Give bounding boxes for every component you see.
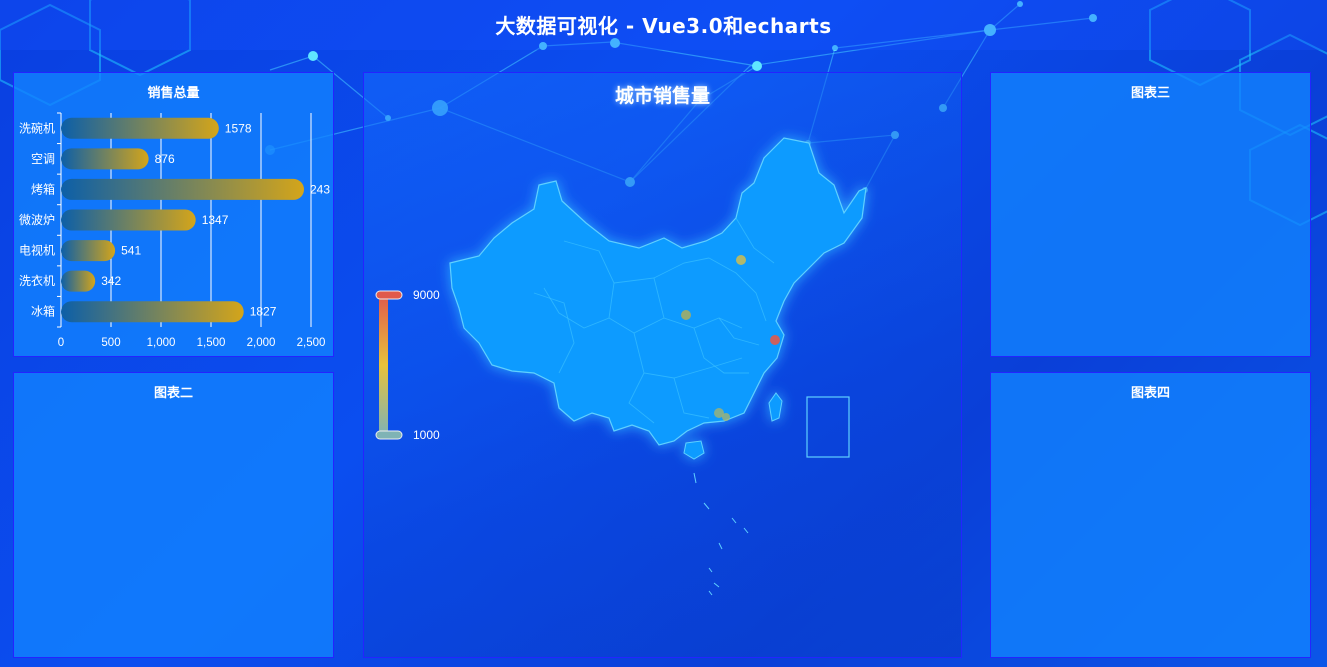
chart2-panel-title: 图表二 — [153, 386, 193, 401]
city-point-guangzhou — [714, 408, 724, 418]
visual-map-min-label: 1000 — [413, 428, 440, 442]
sales-total-panel: 销售总量 0 500 1,000 1,500 2,000 2,500 洗碗机 1578 空调 87… — [13, 72, 334, 357]
bar-value-label: 342 — [101, 274, 121, 288]
sales-bar[interactable] — [61, 117, 219, 139]
south-china-sea-islands — [693, 472, 749, 596]
chart2-panel: 图表二 — [13, 372, 334, 658]
visual-map-bar — [379, 295, 388, 435]
x-tick-label: 2,000 — [247, 337, 276, 349]
category-label: 洗碗机 — [19, 120, 55, 135]
chart3-panel-title: 图表三 — [1130, 86, 1170, 101]
bar-value-label: 1827 — [250, 305, 277, 319]
china-mainland-outline — [449, 137, 867, 446]
category-label: 烤箱 — [31, 181, 55, 196]
sales-bar[interactable] — [61, 148, 149, 170]
city-point-beijing — [736, 255, 746, 265]
page-title: 大数据可视化 - Vue3.0和echarts — [495, 14, 832, 38]
category-label: 空调 — [31, 152, 55, 166]
category-label: 冰箱 — [31, 304, 55, 319]
sales-bar[interactable] — [61, 178, 304, 200]
map-panel-title: 城市销售量 — [614, 85, 710, 107]
sales-bar-chart: 0 500 1,000 1,500 2,000 2,500 洗碗机 1578 空调 876 烤箱 24… — [19, 112, 330, 349]
china-map-chart: 9000 1000 — [375, 137, 867, 596]
hainan-island — [683, 440, 705, 460]
south-china-sea-inset — [806, 396, 850, 458]
x-tick-label: 2,500 — [297, 337, 326, 349]
sales-bar[interactable] — [61, 240, 116, 262]
city-point-shenzhen — [722, 413, 730, 421]
visual-map-legend[interactable]: 9000 1000 — [375, 288, 440, 442]
category-label: 电视机 — [19, 243, 55, 258]
city-sales-map-panel: 城市销售量 9000 1000 — [363, 72, 962, 658]
bar-value-label: 1347 — [202, 213, 229, 227]
bar-value-label: 243 — [310, 182, 330, 196]
visual-map-min-handle — [375, 430, 403, 440]
sales-bar[interactable] — [61, 301, 244, 323]
category-label: 微波炉 — [19, 213, 55, 227]
visual-map-max-handle — [375, 290, 403, 300]
city-point-shanghai — [770, 335, 780, 345]
city-point-chengdu — [681, 310, 691, 320]
chart4-panel: 图表四 — [990, 372, 1311, 658]
visual-map-max-label: 9000 — [413, 288, 440, 302]
taiwan-island — [768, 392, 783, 422]
x-tick-label: 1,000 — [147, 337, 176, 349]
province-borders — [533, 217, 775, 424]
x-tick-label: 0 — [58, 337, 64, 349]
bar-value-label: 876 — [155, 152, 175, 166]
sales-panel-title: 销售总量 — [147, 86, 200, 101]
sales-bar[interactable] — [61, 209, 196, 231]
chart4-panel-title: 图表四 — [1130, 386, 1170, 401]
category-label: 洗衣机 — [19, 273, 55, 288]
chart3-panel: 图表三 — [990, 72, 1311, 357]
page-header: 大数据可视化 - Vue3.0和echarts — [0, 0, 1327, 50]
china-map-shape[interactable] — [449, 137, 867, 460]
sales-bar[interactable] — [61, 270, 96, 292]
bar-value-label: 1578 — [225, 121, 252, 135]
bar-value-label: 541 — [121, 244, 141, 258]
x-tick-label: 500 — [101, 337, 120, 349]
x-tick-label: 1,500 — [197, 337, 226, 349]
city-scatter-points[interactable] — [681, 255, 780, 421]
